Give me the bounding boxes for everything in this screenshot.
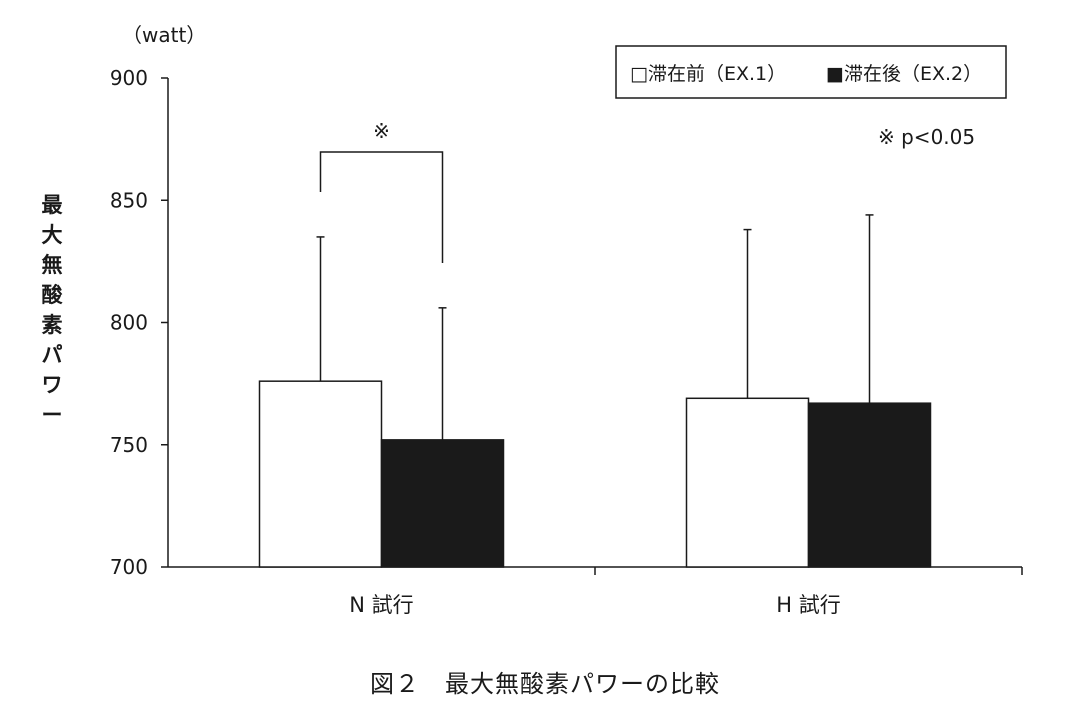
y-tick-label-700: 700 (110, 555, 148, 579)
y-ticks: 700 750 800 850 900 (110, 66, 168, 579)
y-axis-title-char: 素 (42, 313, 63, 337)
bar-after-1 (807, 402, 932, 568)
figure-caption: 図２ 最大無酸素パワーの比較 (370, 670, 720, 698)
significance: ※ ※ p<0.05 (319, 119, 975, 263)
x-category-label-1: H 試行 (776, 593, 840, 617)
bar-chart: （watt） 最大無酸素パワー 700 750 800 850 900 N 試行 H 試行… (42, 23, 1023, 617)
significance-bracket (319, 151, 444, 263)
significance-note: ※ p<0.05 (878, 125, 975, 149)
y-axis-title: 最大無酸素パワー (42, 193, 64, 427)
y-tick-label-750: 750 (110, 433, 148, 457)
significance-mark: ※ (373, 119, 390, 143)
y-axis-title-char: 酸 (42, 283, 64, 307)
bars (258, 380, 932, 568)
y-tick-label-900: 900 (110, 66, 148, 90)
error-bars (316, 214, 874, 440)
y-axis-title-char: 無 (42, 253, 63, 277)
legend-entry-after: ■滞在後（EX.2） (826, 63, 982, 85)
x-categories: N 試行 H 試行 (349, 593, 840, 617)
y-axis-title-char: ー (42, 403, 63, 427)
y-axis-title-char: 大 (42, 223, 63, 247)
legend-box (615, 45, 1007, 99)
bar-before-0 (258, 380, 383, 568)
bar-after-0 (380, 439, 505, 568)
y-tick-label-800: 800 (110, 311, 148, 335)
x-category-label-0: N 試行 (349, 593, 413, 617)
y-tick-label-850: 850 (110, 188, 148, 212)
y-axis-title-char: ワ (42, 373, 63, 397)
bar-before-1 (685, 397, 810, 568)
y-axis-title-char: 最 (42, 193, 64, 217)
y-axis-title-char: パ (42, 343, 63, 367)
y-unit-label: （watt） (122, 23, 206, 47)
legend: □滞在前（EX.1） ■滞在後（EX.2） (615, 45, 1007, 99)
legend-entry-before: □滞在前（EX.1） (630, 63, 786, 85)
